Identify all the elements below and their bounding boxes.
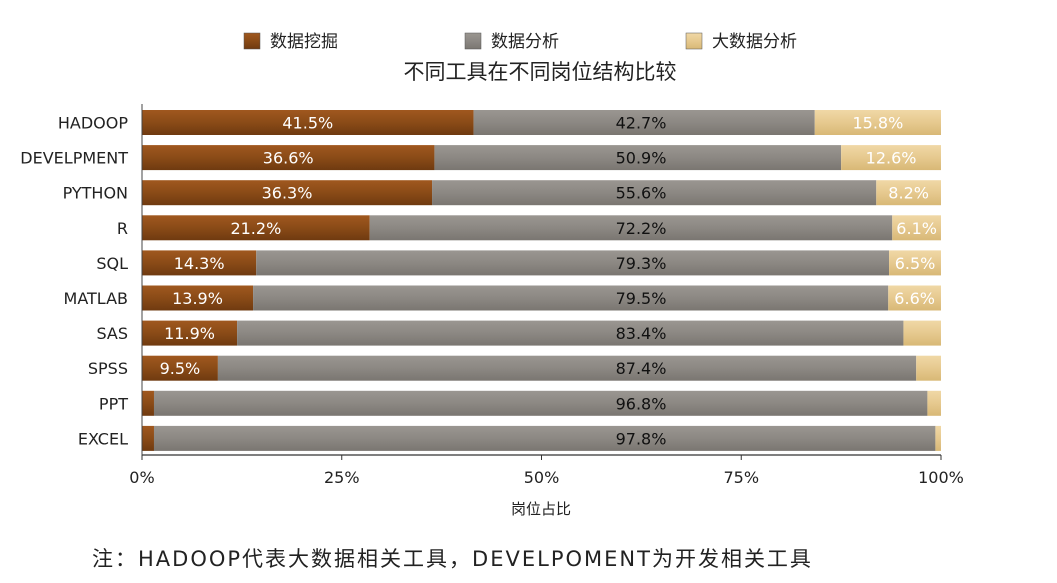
legend: 数据挖掘 数据分析 大数据分析 [243,32,797,52]
bar-segment-hadoop-1 [473,110,815,135]
bar-segment-ppt-1 [153,390,928,416]
x-tick-label-3: 75% [723,468,759,487]
bar-segment-r-0 [142,215,370,241]
footnote: 注：HADOOP代表大数据相关工具，DEVELPOMENT为开发相关工具 [92,547,813,571]
bar-segment-sas-1 [237,320,904,346]
x-axis: 0% 25% 50% 75% 100% [129,104,964,487]
bar-segment-sql-0 [142,250,257,276]
category-label-develpment: DEVELPMENT [20,149,128,168]
x-tick-label-2: 50% [524,468,560,487]
x-axis-label: 岗位占比 [511,500,571,518]
data-label-ppt-1: 96.8% [616,394,667,413]
bar-segment-r-2 [892,215,941,241]
category-label-sql: SQL [96,254,128,273]
data-label-hadoop-0: 41.5% [282,114,333,133]
category-label-sas: SAS [96,324,128,343]
category-label-spss: SPSS [88,359,128,378]
data-label-hadoop-2: 15.8% [852,114,903,133]
bar-segment-develpment-0 [142,145,435,171]
data-label-r-0: 21.2% [230,219,281,238]
data-label-sql-1: 79.3% [616,254,667,273]
data-label-python-0: 36.3% [262,184,313,203]
data-label-matlab-1: 79.5% [616,289,667,308]
category-label-excel: EXCEL [78,429,128,448]
bar-segment-matlab-0 [142,285,254,311]
bar-segment-spss-2 [916,355,941,381]
data-label-r-1: 72.2% [616,219,667,238]
x-tick-label-0: 0% [129,468,154,487]
data-label-spss-0: 9.5% [160,359,201,378]
category-label-matlab: MATLAB [64,289,128,308]
category-labels: HADOOP DEVELPMENT PYTHON R SQL MATLAB SAS SPSS P… [20,114,128,449]
data-label-matlab-0: 13.9% [172,289,223,308]
data-label-develpment-1: 50.9% [616,149,667,168]
data-label-spss-1: 87.4% [616,359,667,378]
legend-label-0: 数据挖掘 [270,32,338,52]
category-label-hadoop: HADOOP [58,114,128,133]
x-tick-label-4: 100% [918,468,964,487]
data-label-hadoop-1: 42.7% [616,114,667,133]
bar-segment-sql-2 [889,250,941,276]
bar-segment-matlab-1 [253,285,889,311]
bar-segment-hadoop-2 [814,110,941,135]
data-label-sas-0: 11.9% [164,324,215,343]
data-label-python-2: 8.2% [888,184,929,203]
data-label-excel-1: 97.8% [616,429,667,448]
bar-segment-r-1 [369,215,893,241]
data-label-develpment-2: 12.6% [866,149,917,168]
legend-swatch-2 [685,32,703,50]
bar-segment-ppt-2 [927,390,941,416]
category-label-python: PYTHON [63,184,128,203]
data-label-r-2: 6.1% [896,219,937,238]
bar-segment-sas-0 [142,320,238,346]
bar-segment-develpment-1 [434,145,842,171]
legend-label-1: 数据分析 [491,32,559,52]
bar-segment-python-0 [142,180,433,206]
bar-segment-spss-1 [217,355,917,381]
category-label-r: R [117,219,128,238]
bars-group: 41.5% 42.7% 15.8% 36.6% 50.9% 12.6% 36.3% 55.6%… [142,110,941,451]
bar-segment-develpment-2 [841,145,941,171]
bar-segment-excel-0 [142,425,154,451]
bar-segment-python-2 [876,180,941,206]
data-label-sql-0: 14.3% [174,254,225,273]
chart-title: 不同工具在不同岗位结构比较 [404,60,677,84]
data-label-develpment-0: 36.6% [263,149,314,168]
bar-segment-hadoop-0 [142,110,474,135]
bar-segment-sql-1 [256,250,890,276]
bar-segment-excel-1 [153,425,936,451]
bar-segment-spss-0 [142,355,218,381]
legend-swatch-1 [464,32,482,50]
data-label-python-1: 55.6% [616,184,667,203]
bar-segment-sas-2 [903,320,941,346]
bar-segment-ppt-0 [142,390,154,416]
legend-label-2: 大数据分析 [712,32,797,52]
data-label-sas-1: 83.4% [616,324,667,343]
bar-segment-excel-2 [935,425,941,451]
data-label-matlab-2: 6.6% [894,289,935,308]
x-tick-label-1: 25% [324,468,360,487]
bar-segment-python-1 [432,180,877,206]
category-label-ppt: PPT [99,394,128,413]
bar-segment-matlab-2 [888,285,941,311]
legend-swatch-0 [243,32,261,50]
data-label-sql-2: 6.5% [895,254,936,273]
